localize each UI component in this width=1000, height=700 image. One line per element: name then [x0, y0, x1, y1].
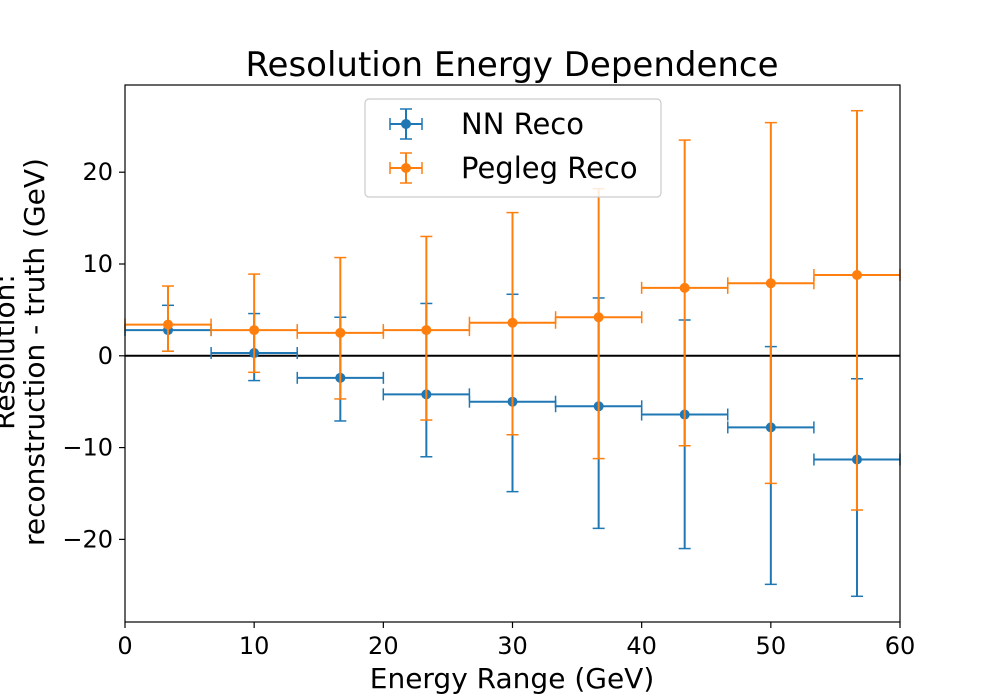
data-point	[335, 327, 346, 338]
error-point	[813, 109, 901, 511]
x-axis-label: Energy Range (GeV)	[370, 662, 655, 695]
legend-entry: Pegleg Reco	[389, 151, 638, 185]
x-tick-label: 30	[497, 632, 528, 660]
legend-marker	[401, 163, 411, 173]
x-tick-label: 40	[626, 632, 657, 660]
data-point	[163, 319, 174, 330]
error-point	[210, 273, 298, 374]
error-point	[468, 211, 557, 436]
x-ticks: 0 10 20 30 40 50 60	[117, 622, 915, 660]
legend: NN Reco Pegleg Reco	[364, 98, 662, 198]
x-tick-label: 50	[756, 632, 787, 660]
y-ticks: −20 −10 0 10 20	[62, 158, 125, 553]
data-point	[851, 270, 862, 281]
y-tick-label: 0	[98, 342, 113, 370]
error-point	[727, 121, 815, 485]
y-axis-label-line1: Resolution:	[0, 274, 21, 430]
series-layer	[124, 109, 901, 598]
data-point	[249, 325, 260, 336]
y-tick-label: 20	[82, 158, 113, 186]
y-tick-label: 10	[82, 250, 113, 278]
data-point	[593, 312, 604, 323]
error-point	[296, 256, 385, 400]
chart-title: Resolution Energy Dependence	[245, 45, 778, 85]
error-point	[554, 187, 643, 460]
legend-box	[364, 98, 662, 198]
legend-label: Pegleg Reco	[461, 151, 638, 185]
y-tick-label: −20	[62, 525, 113, 553]
data-point	[507, 317, 518, 328]
y-tick-label: −10	[62, 434, 113, 462]
data-point	[421, 325, 432, 336]
error-point	[124, 285, 212, 352]
data-point	[679, 282, 690, 293]
x-tick-label: 10	[239, 632, 270, 660]
legend-marker	[401, 119, 411, 129]
error-point	[382, 235, 471, 421]
data-point	[765, 278, 776, 289]
legend-entry: NN Reco	[389, 107, 584, 141]
series-pegleg-reco	[124, 109, 901, 511]
x-tick-label: 60	[885, 632, 916, 660]
x-tick-label: 20	[368, 632, 399, 660]
y-axis-label-line2: reconstruction - truth (GeV)	[18, 158, 51, 546]
x-tick-label: 0	[117, 632, 132, 660]
legend-label: NN Reco	[461, 107, 584, 141]
